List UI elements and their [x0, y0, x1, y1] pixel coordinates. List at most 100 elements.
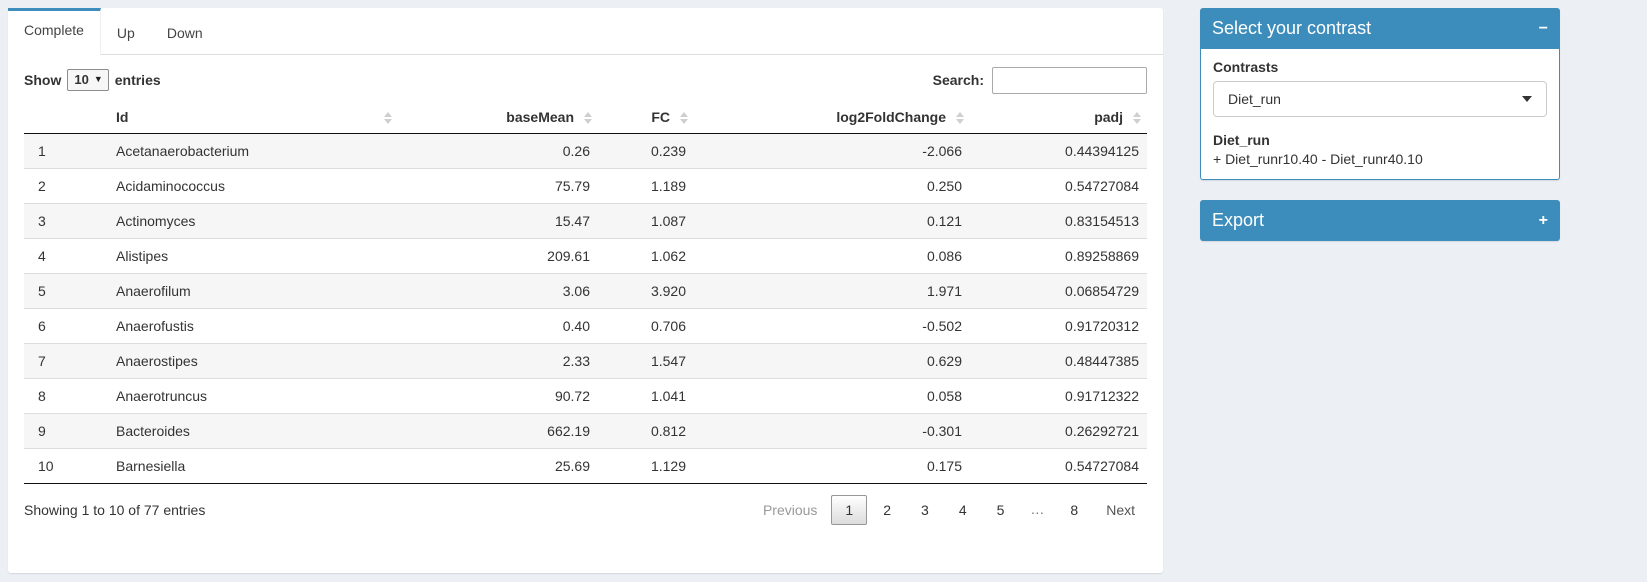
show-label: Show — [24, 72, 62, 88]
table-row: 10 Barnesiella 25.69 1.129 0.175 0.54727084 — [24, 448, 1147, 484]
results-tab-bar: Complete Up Down — [8, 8, 1163, 55]
table-header-row: Id baseMean FC log2FoldChange — [24, 103, 1147, 134]
column-header-id[interactable]: Id — [108, 103, 398, 134]
column-header-fc[interactable]: FC — [598, 103, 694, 134]
cell-fc: 1.189 — [598, 168, 694, 204]
tab-complete[interactable]: Complete — [8, 8, 101, 55]
column-header-label: log2FoldChange — [836, 109, 946, 125]
table-row: 1 Acetanaerobacterium 0.26 0.239 -2.066 0.443… — [24, 133, 1147, 169]
table-row: 7 Anaerostipes 2.33 1.547 0.629 0.48447385 — [24, 343, 1147, 379]
cell-fc: 1.041 — [598, 378, 694, 414]
select-caret-icon: ▼ — [93, 74, 103, 84]
sort-both-icon — [584, 112, 592, 124]
export-panel-title: Export — [1212, 210, 1265, 230]
cell-log2fc: 1.971 — [694, 273, 970, 309]
column-header-log2foldchange[interactable]: log2FoldChange — [694, 103, 970, 134]
pagination: Previous 1 2 3 4 5 … 8 Next — [751, 495, 1147, 525]
cell-basemean: 3.06 — [398, 273, 598, 309]
minus-icon[interactable]: − — [1538, 19, 1548, 37]
search-input[interactable] — [992, 66, 1147, 94]
page-button-1[interactable]: 1 — [831, 495, 868, 525]
cell-fc: 3.920 — [598, 273, 694, 309]
column-header-label: Id — [116, 109, 129, 125]
results-card: Complete Up Down Show 10 ▼ entries Searc… — [8, 8, 1163, 573]
table-row: 6 Anaerofustis 0.40 0.706 -0.502 0.91720312 — [24, 308, 1147, 344]
previous-page-button[interactable]: Previous — [762, 502, 818, 518]
contrast-name: Diet_run — [1213, 132, 1270, 148]
cell-id: Anaerofustis — [108, 308, 398, 344]
cell-fc: 1.062 — [598, 238, 694, 274]
cell-fc: 0.239 — [598, 133, 694, 169]
cell-index: 2 — [24, 168, 108, 204]
next-page-button[interactable]: Next — [1106, 502, 1135, 518]
contrast-panel-body: Contrasts Diet_run Diet_run + Diet_runr1… — [1200, 49, 1560, 180]
page-button-4[interactable]: 4 — [958, 502, 967, 518]
cell-basemean: 90.72 — [398, 378, 598, 414]
page-length-select[interactable]: 10 ▼ — [67, 69, 109, 91]
cell-padj: 0.91720312 — [970, 308, 1147, 344]
column-header-padj[interactable]: padj — [970, 103, 1147, 134]
page-button-8[interactable]: 8 — [1070, 502, 1079, 518]
cell-padj: 0.83154513 — [970, 203, 1147, 239]
page-length-value: 10 — [74, 72, 89, 87]
page-button-3[interactable]: 3 — [921, 502, 929, 518]
tab-up[interactable]: Up — [116, 25, 135, 41]
export-panel-header: Export + — [1200, 200, 1560, 241]
tab-content: Show 10 ▼ entries Search: — [8, 55, 1163, 525]
sort-both-icon — [680, 112, 688, 124]
cell-index: 9 — [24, 413, 108, 449]
table-controls: Show 10 ▼ entries Search: — [24, 65, 1147, 95]
cell-log2fc: 0.058 — [694, 378, 970, 414]
search-label: Search: — [932, 72, 984, 88]
column-header-index — [24, 103, 108, 134]
cell-padj: 0.26292721 — [970, 413, 1147, 449]
cell-id: Bacteroides — [108, 413, 398, 449]
cell-basemean: 2.33 — [398, 343, 598, 379]
cell-basemean: 0.26 — [398, 133, 598, 169]
cell-id: Anaerotruncus — [108, 378, 398, 414]
table-row: 3 Actinomyces 15.47 1.087 0.121 0.83154513 — [24, 203, 1147, 239]
column-header-label: FC — [651, 109, 670, 125]
cell-log2fc: 0.175 — [694, 448, 970, 484]
cell-padj: 0.44394125 — [970, 133, 1147, 169]
cell-id: Acetanaerobacterium — [108, 133, 398, 169]
cell-fc: 1.087 — [598, 203, 694, 239]
cell-id: Anaerostipes — [108, 343, 398, 379]
cell-padj: 0.48447385 — [970, 343, 1147, 379]
page-button-2[interactable]: 2 — [883, 502, 892, 518]
cell-fc: 0.706 — [598, 308, 694, 344]
entries-label: entries — [114, 72, 161, 88]
cell-basemean: 15.47 — [398, 203, 598, 239]
cell-basemean: 75.79 — [398, 168, 598, 204]
plus-icon[interactable]: + — [1538, 211, 1548, 229]
search-control: Search: — [932, 66, 1147, 94]
contrasts-label: Contrasts — [1213, 59, 1279, 75]
cell-padj: 0.06854729 — [970, 273, 1147, 309]
cell-index: 3 — [24, 203, 108, 239]
cell-log2fc: 0.250 — [694, 168, 970, 204]
cell-index: 10 — [24, 448, 108, 484]
table-row: 5 Anaerofilum 3.06 3.920 1.971 0.06854729 — [24, 273, 1147, 309]
tab-down[interactable]: Down — [166, 25, 203, 41]
cell-fc: 1.547 — [598, 343, 694, 379]
table-footer: Showing 1 to 10 of 77 entries Previous 1… — [24, 495, 1147, 525]
cell-index: 8 — [24, 378, 108, 414]
sort-both-icon — [956, 112, 964, 124]
cell-log2fc: 0.086 — [694, 238, 970, 274]
cell-id: Barnesiella — [108, 448, 398, 484]
contrast-select[interactable]: Diet_run — [1213, 81, 1547, 117]
cell-padj: 0.54727084 — [970, 168, 1147, 204]
export-panel: Export + — [1200, 200, 1560, 241]
page-button-5[interactable]: 5 — [996, 502, 1005, 518]
page-ellipsis: … — [1030, 501, 1045, 517]
cell-index: 6 — [24, 308, 108, 344]
cell-basemean: 209.61 — [398, 238, 598, 274]
cell-index: 7 — [24, 343, 108, 379]
cell-fc: 0.812 — [598, 413, 694, 449]
cell-id: Alistipes — [108, 238, 398, 274]
table-row: 2 Acidaminococcus 75.79 1.189 0.250 0.5472708… — [24, 168, 1147, 204]
cell-id: Actinomyces — [108, 203, 398, 239]
column-header-basemean[interactable]: baseMean — [398, 103, 598, 134]
cell-log2fc: -0.301 — [694, 413, 970, 449]
